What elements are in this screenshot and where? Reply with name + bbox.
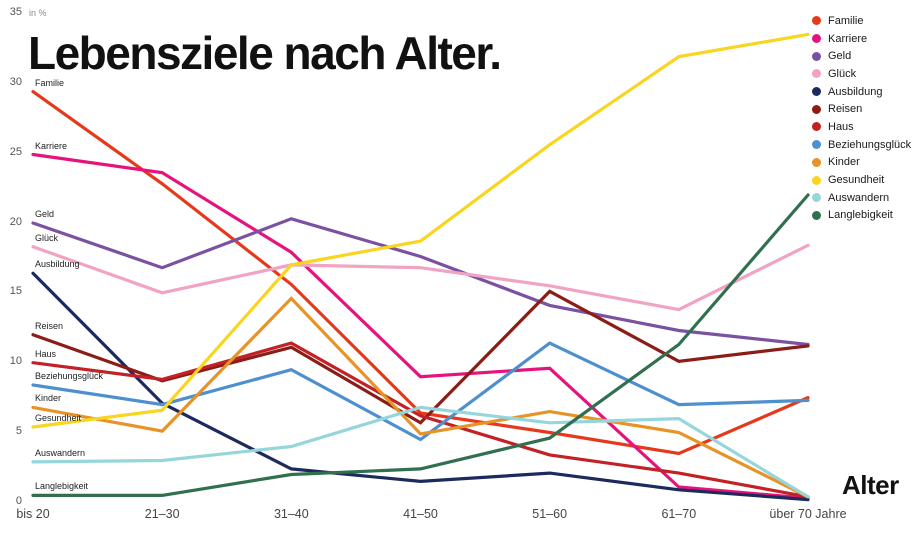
series-start-label-familie: Familie [35, 77, 65, 88]
legend-label: Beziehungsglück [828, 138, 912, 151]
series-start-label-langlebigkeit: Langlebigkeit [35, 481, 89, 492]
series-line-auswandern [31, 405, 810, 499]
series-line-haus [31, 341, 810, 499]
legend-dot-icon [812, 51, 821, 61]
x-tick-label: 31–40 [273, 507, 309, 521]
legend: Familie Karriere Geld Glück Ausbildung Reisen… [812, 12, 911, 224]
y-tick-label: 5 [15, 425, 22, 438]
y-tick-label: 20 [9, 215, 22, 228]
legend-item-haus: Haus [812, 118, 911, 136]
y-tick-label: 15 [9, 285, 22, 298]
series-start-label-reisen: Reisen [35, 320, 64, 331]
legend-label: Gesundheit [828, 174, 885, 187]
y-tick-label: 30 [9, 75, 22, 88]
legend-dot-icon [812, 210, 821, 220]
x-tick-label: 61–70 [661, 507, 697, 521]
legend-item-kinder: Kinder [812, 154, 911, 172]
legend-label: Karriere [828, 32, 868, 45]
series-start-label-glück: Glück [35, 232, 59, 243]
legend-label: Reisen [828, 103, 863, 116]
legend-item-glück: Glück [812, 65, 911, 83]
legend-label: Glück [828, 67, 857, 80]
series-line-glück [31, 243, 810, 312]
legend-dot-icon [812, 87, 821, 97]
chart-title: Lebensziele nach Alter. [28, 27, 502, 79]
series-start-label-geld: Geld [35, 208, 55, 219]
legend-item-geld: Geld [812, 47, 911, 65]
series-start-label-kinder: Kinder [35, 393, 62, 404]
series-line-familie [31, 89, 810, 456]
series-line-kinder [31, 296, 810, 499]
legend-dot-icon [812, 34, 821, 44]
legend-label: Haus [828, 120, 854, 133]
x-axis-title: Alter [842, 470, 899, 500]
series-line-karriere [31, 152, 810, 500]
legend-item-auswandern: Auswandern [812, 189, 911, 207]
y-tick-label: 25 [9, 145, 22, 158]
legend-dot-icon [812, 140, 821, 150]
legend-item-langlebigkeit: Langlebigkeit [812, 207, 911, 225]
y-tick-label: 10 [9, 355, 22, 368]
series-start-label-ausbildung: Ausbildung [35, 259, 80, 270]
legend-item-ausbildung: Ausbildung [812, 83, 911, 101]
legend-dot-icon [812, 69, 821, 79]
legend-dot-icon [812, 157, 821, 167]
legend-dot-icon [812, 122, 821, 132]
x-tick-label: bis 20 [16, 507, 50, 521]
legend-dot-icon [812, 193, 821, 203]
series-start-label-karriere: Karriere [35, 140, 68, 151]
legend-dot-icon [812, 16, 821, 26]
series-start-label-gesundheit: Gesundheit [35, 412, 82, 423]
legend-label: Langlebigkeit [828, 209, 893, 222]
series-start-label-beziehungsglück: Beziehungsglück [35, 371, 104, 382]
series-line-geld [31, 217, 810, 347]
legend-label: Ausbildung [828, 85, 883, 98]
x-tick-label: 41–50 [403, 507, 438, 521]
series-line-ausbildung [31, 271, 810, 502]
legend-item-karriere: Karriere [812, 30, 911, 48]
legend-label: Familie [828, 14, 864, 27]
legend-label: Kinder [828, 156, 860, 169]
series-line-langlebigkeit [31, 193, 810, 497]
legend-dot-icon [812, 104, 821, 114]
series-start-label-haus: Haus [35, 348, 57, 359]
series-line-beziehungsglück [31, 341, 810, 442]
y-tick-label: 35 [9, 6, 22, 18]
series-line-gesundheit [31, 32, 810, 429]
y-axis-unit-label: in % [29, 8, 47, 18]
legend-dot-icon [812, 175, 821, 185]
legend-label: Geld [828, 50, 852, 63]
x-tick-label: 21–30 [144, 507, 180, 521]
x-tick-label: 51–60 [532, 507, 568, 521]
legend-item-familie: Familie [812, 12, 911, 30]
x-tick-label: über 70 Jahre [769, 507, 847, 521]
legend-label: Auswandern [828, 191, 890, 204]
legend-item-gesundheit: Gesundheit [812, 171, 911, 189]
y-tick-label: 0 [15, 495, 22, 507]
legend-item-reisen: Reisen [812, 100, 911, 118]
legend-item-beziehungsglück: Beziehungsglück [812, 136, 911, 154]
series-start-label-auswandern: Auswandern [35, 447, 86, 458]
